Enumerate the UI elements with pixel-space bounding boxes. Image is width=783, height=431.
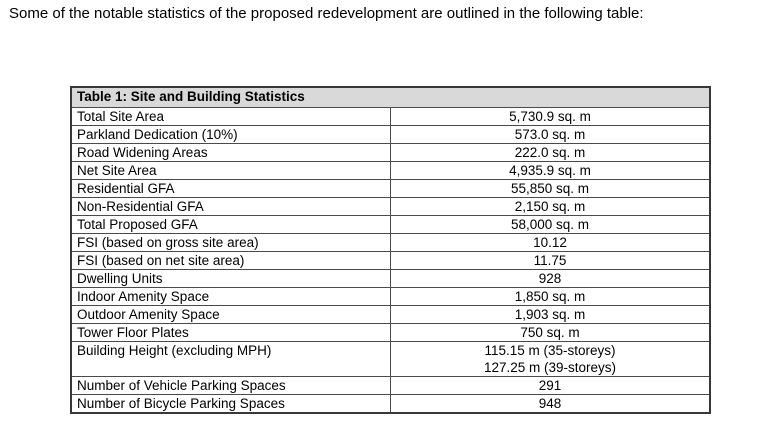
stat-value: 11.75 (390, 251, 711, 270)
table-row: Number of Vehicle Parking Spaces 291 (70, 376, 711, 395)
table-row: Dwelling Units 928 (70, 269, 711, 288)
table-row: Number of Bicycle Parking Spaces 948 (70, 394, 711, 414)
stat-label: Parkland Dedication (10%) (70, 125, 391, 144)
stat-value: 948 (390, 394, 711, 414)
stat-value: 4,935.9 sq. m (390, 161, 711, 180)
stat-label: Number of Bicycle Parking Spaces (70, 394, 391, 414)
stat-value: 1,850 sq. m (390, 287, 711, 306)
table-row: Residential GFA 55,850 sq. m (70, 179, 711, 198)
intro-text: Some of the notable statistics of the pr… (9, 5, 644, 22)
stat-value: 291 (390, 376, 711, 395)
table-row: Total Proposed GFA 58,000 sq. m (70, 215, 711, 234)
stat-label: Building Height (excluding MPH) (70, 341, 391, 377)
stat-label: Residential GFA (70, 179, 391, 198)
table-row: Road Widening Areas 222.0 sq. m (70, 143, 711, 162)
stat-value: 750 sq. m (390, 323, 711, 342)
stat-value: 5,730.9 sq. m (390, 107, 711, 126)
table-row: Indoor Amenity Space 1,850 sq. m (70, 287, 711, 306)
stat-value: 115.15 m (35-storeys) 127.25 m (39-store… (390, 341, 711, 377)
statistics-table: Table 1: Site and Building Statistics To… (70, 86, 711, 414)
stat-label: Dwelling Units (70, 269, 391, 288)
stat-value: 10.12 (390, 233, 711, 252)
stat-value: 222.0 sq. m (390, 143, 711, 162)
stat-value: 55,850 sq. m (390, 179, 711, 198)
stat-value: 1,903 sq. m (390, 305, 711, 324)
stat-value: 928 (390, 269, 711, 288)
table-row: Building Height (excluding MPH) 115.15 m … (70, 341, 711, 377)
table-row: Tower Floor Plates 750 sq. m (70, 323, 711, 342)
stat-value: 573.0 sq. m (390, 125, 711, 144)
table-row: Total Site Area 5,730.9 sq. m (70, 107, 711, 126)
stat-label: Outdoor Amenity Space (70, 305, 391, 324)
table-title: Table 1: Site and Building Statistics (70, 86, 711, 108)
table-row: FSI (based on gross site area) 10.12 (70, 233, 711, 252)
stat-value: 2,150 sq. m (390, 197, 711, 216)
stat-label: Total Site Area (70, 107, 391, 126)
stat-label: Road Widening Areas (70, 143, 391, 162)
table-row: Parkland Dedication (10%) 573.0 sq. m (70, 125, 711, 144)
table-header-row: Table 1: Site and Building Statistics (70, 86, 711, 108)
table-row: Net Site Area 4,935.9 sq. m (70, 161, 711, 180)
stat-label: Indoor Amenity Space (70, 287, 391, 306)
stat-label: FSI (based on net site area) (70, 251, 391, 270)
stat-value: 58,000 sq. m (390, 215, 711, 234)
stat-label: Tower Floor Plates (70, 323, 391, 342)
statistics-table-body: Total Site Area 5,730.9 sq. m Parkland Ded… (70, 107, 711, 414)
table-row: Outdoor Amenity Space 1,903 sq. m (70, 305, 711, 324)
stat-label: Total Proposed GFA (70, 215, 391, 234)
stat-label: Number of Vehicle Parking Spaces (70, 376, 391, 395)
stat-label: FSI (based on gross site area) (70, 233, 391, 252)
table-row: Non-Residential GFA 2,150 sq. m (70, 197, 711, 216)
table-row: FSI (based on net site area) 11.75 (70, 251, 711, 270)
stat-label: Net Site Area (70, 161, 391, 180)
stat-label: Non-Residential GFA (70, 197, 391, 216)
